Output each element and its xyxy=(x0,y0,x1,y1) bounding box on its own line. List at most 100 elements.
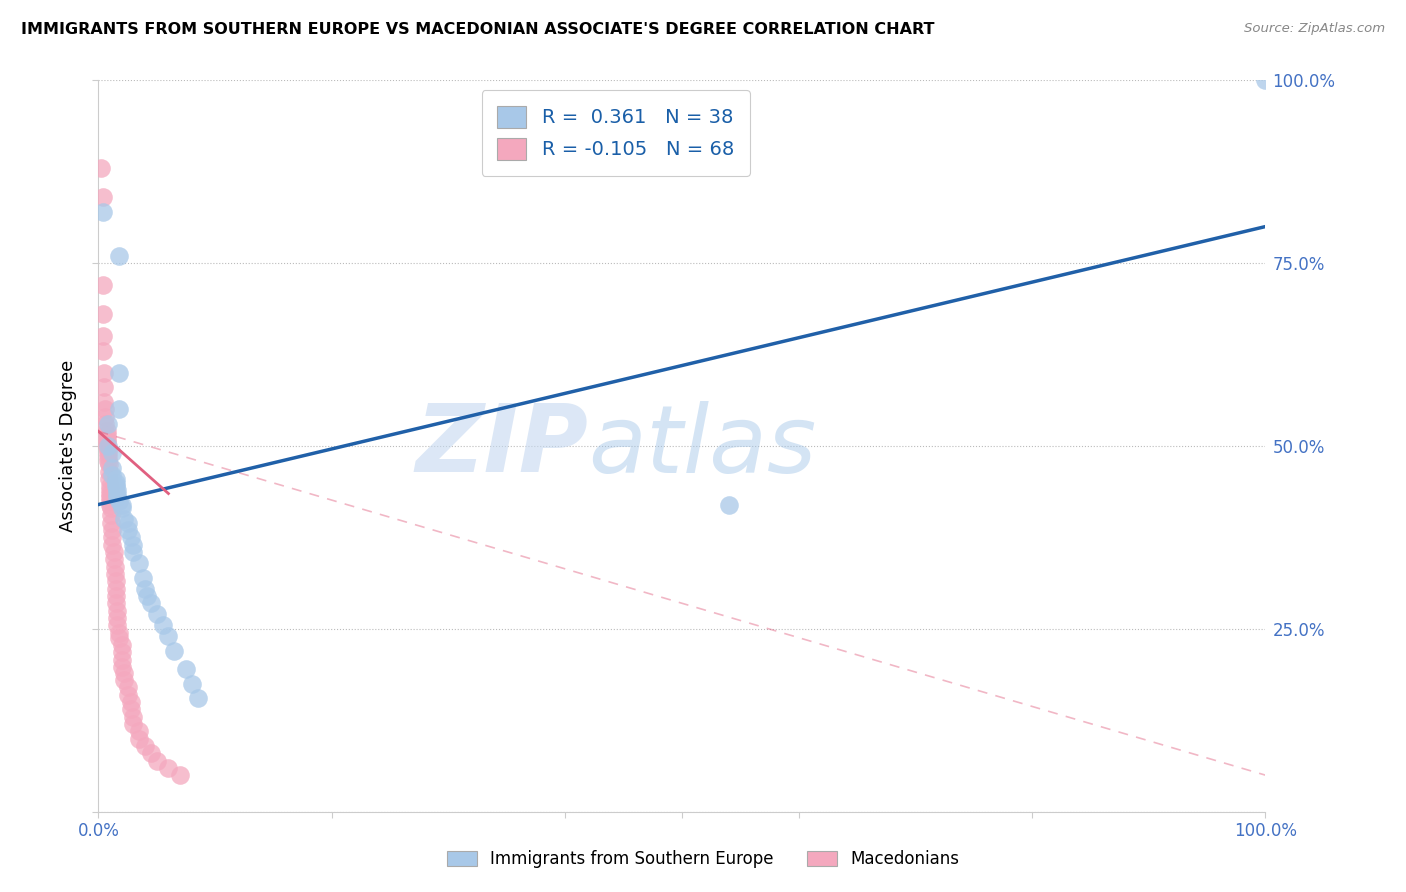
Point xyxy=(105,486,128,500)
Point xyxy=(91,278,114,293)
Point xyxy=(111,498,134,512)
Point xyxy=(101,530,124,544)
Point xyxy=(134,582,156,596)
Point xyxy=(108,402,131,417)
Point xyxy=(105,618,128,632)
Point xyxy=(101,461,124,475)
Point xyxy=(122,545,145,559)
Point xyxy=(122,709,145,723)
Point xyxy=(111,645,134,659)
Point xyxy=(104,559,127,574)
Point xyxy=(146,607,169,622)
Point xyxy=(112,512,135,526)
Point xyxy=(91,190,114,204)
Point xyxy=(104,589,127,603)
Point xyxy=(98,498,121,512)
Point xyxy=(91,343,114,358)
Point xyxy=(91,205,114,219)
Point xyxy=(103,552,125,566)
Point xyxy=(94,417,117,431)
Point xyxy=(93,366,115,380)
Point xyxy=(108,366,131,380)
Point xyxy=(100,516,122,530)
Point xyxy=(128,724,150,739)
Point xyxy=(105,490,128,504)
Point xyxy=(98,486,121,500)
Point xyxy=(111,652,134,666)
Point xyxy=(93,395,115,409)
Point xyxy=(97,442,120,457)
Point xyxy=(132,571,155,585)
Point xyxy=(111,638,134,652)
Point xyxy=(105,611,128,625)
Point xyxy=(101,446,124,460)
Point xyxy=(101,468,124,483)
Point xyxy=(97,472,120,486)
Point xyxy=(187,691,209,706)
Point xyxy=(120,530,142,544)
Point xyxy=(97,450,120,464)
Point xyxy=(105,603,128,617)
Point xyxy=(101,523,124,537)
Point xyxy=(1254,73,1277,87)
Point xyxy=(103,545,125,559)
Point xyxy=(146,754,169,768)
Point xyxy=(104,574,127,589)
Point xyxy=(157,761,180,775)
Point xyxy=(717,498,740,512)
Point xyxy=(134,739,156,753)
Point xyxy=(120,702,142,716)
Point xyxy=(96,425,118,439)
Point xyxy=(97,439,120,453)
Point xyxy=(90,161,112,175)
Point xyxy=(96,428,118,442)
Point xyxy=(117,688,139,702)
Point xyxy=(104,475,127,490)
Point xyxy=(105,483,128,497)
Point xyxy=(97,457,120,471)
Point xyxy=(104,582,127,596)
Point xyxy=(157,629,180,643)
Point xyxy=(136,589,159,603)
Point xyxy=(108,631,131,645)
Point xyxy=(112,665,135,680)
Point xyxy=(174,662,197,676)
Point xyxy=(91,307,114,321)
Point xyxy=(96,435,118,450)
Text: ZIP: ZIP xyxy=(416,400,589,492)
Point xyxy=(98,490,121,504)
Point xyxy=(104,479,127,493)
Point xyxy=(169,768,191,782)
Point xyxy=(111,660,134,674)
Point xyxy=(139,746,162,760)
Point xyxy=(97,446,120,460)
Point xyxy=(122,538,145,552)
Point xyxy=(93,380,115,394)
Point xyxy=(104,472,127,486)
Point xyxy=(96,432,118,446)
Point xyxy=(120,695,142,709)
Point xyxy=(180,676,202,690)
Text: IMMIGRANTS FROM SOUTHERN EUROPE VS MACEDONIAN ASSOCIATE'S DEGREE CORRELATION CHA: IMMIGRANTS FROM SOUTHERN EUROPE VS MACED… xyxy=(21,22,935,37)
Point xyxy=(97,465,120,479)
Point xyxy=(100,501,122,516)
Point xyxy=(111,501,134,516)
Point xyxy=(108,494,131,508)
Point xyxy=(98,483,121,497)
Point xyxy=(97,453,120,467)
Point xyxy=(101,538,124,552)
Point xyxy=(163,644,186,658)
Legend: Immigrants from Southern Europe, Macedonians: Immigrants from Southern Europe, Macedon… xyxy=(440,844,966,875)
Text: Source: ZipAtlas.com: Source: ZipAtlas.com xyxy=(1244,22,1385,36)
Point xyxy=(94,402,117,417)
Point xyxy=(100,508,122,523)
Point xyxy=(117,681,139,695)
Point xyxy=(108,249,131,263)
Point xyxy=(117,523,139,537)
Point xyxy=(139,596,162,610)
Text: atlas: atlas xyxy=(589,401,817,491)
Point xyxy=(91,329,114,343)
Point xyxy=(104,596,127,610)
Y-axis label: Associate's Degree: Associate's Degree xyxy=(59,359,77,533)
Point xyxy=(94,409,117,424)
